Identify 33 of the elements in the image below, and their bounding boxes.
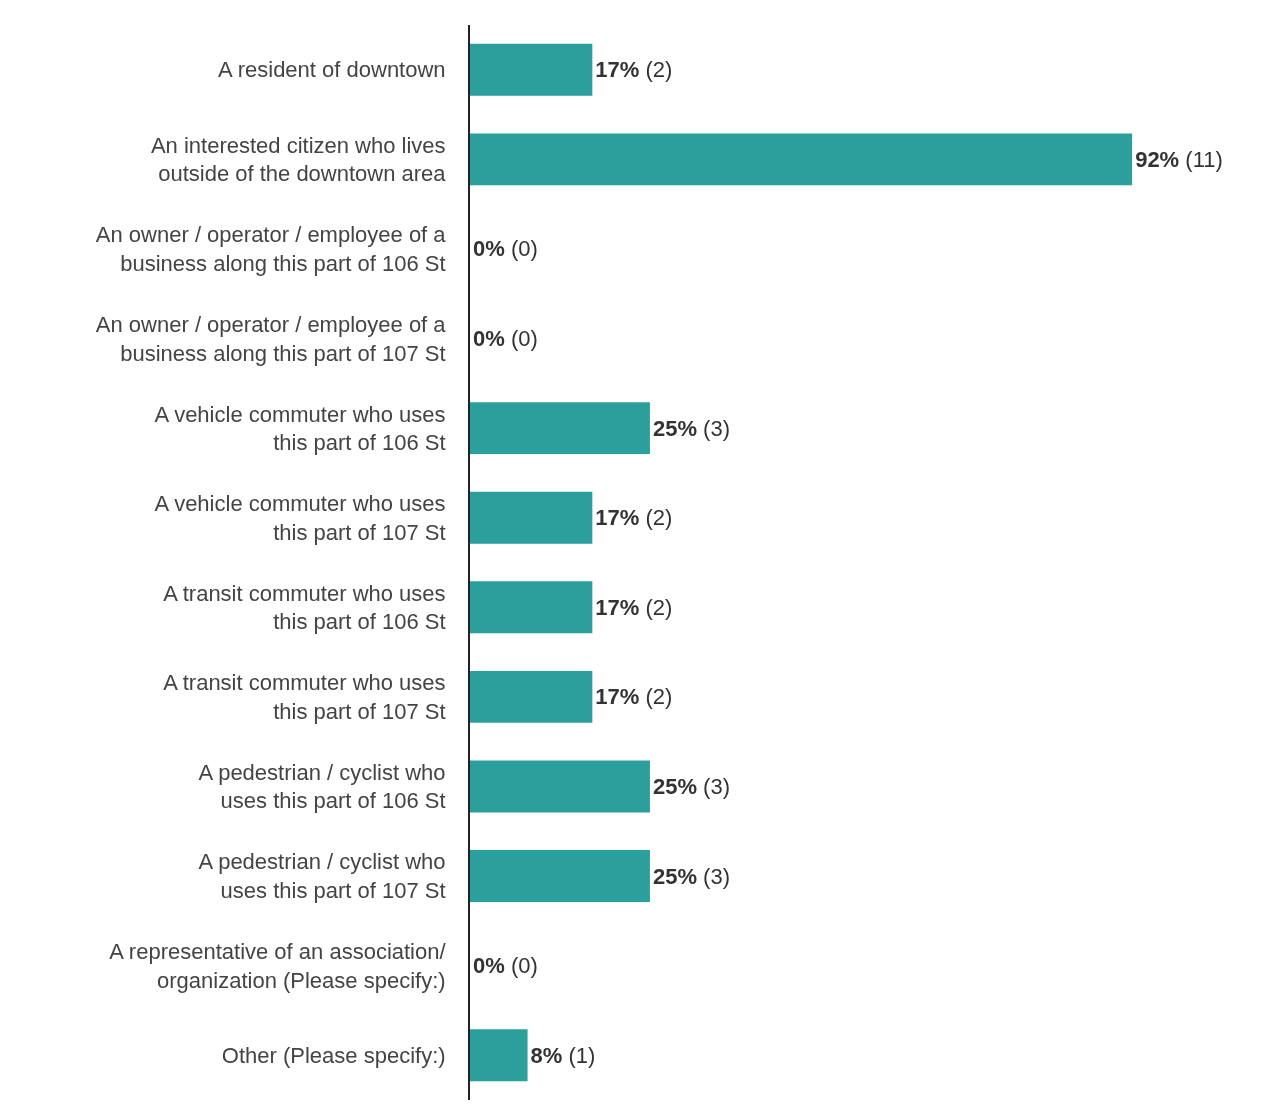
bar	[470, 581, 593, 634]
bar	[470, 491, 593, 544]
data-label: 17% (2)	[595, 594, 673, 620]
y-tick-label: An owner / operator / employee of a business along this part of 107 St	[95, 311, 447, 366]
y-tick-label: A resident of downtown	[218, 57, 446, 83]
bar	[470, 402, 650, 455]
y-tick-label: An owner / operator / employee of a business along this part of 106 St	[95, 222, 447, 276]
y-tick-label: Other (Please specify:)	[221, 1042, 446, 1068]
data-label: 17% (2)	[595, 57, 673, 83]
y-tick-label: An interested citizen who lives outside of the downtown area	[150, 132, 447, 187]
data-label: 25% (3)	[652, 415, 730, 441]
data-label: 25% (3)	[652, 863, 730, 889]
data-label: 0% (0)	[473, 953, 538, 979]
y-tick-label: A pedestrian / cyclist who uses this part of 106 St	[198, 759, 446, 814]
bar	[470, 43, 593, 96]
y-tick-label: A transit commuter who uses this part of 106 St	[163, 580, 446, 635]
data-label: 25% (3)	[652, 773, 730, 799]
data-label: 17% (2)	[595, 684, 673, 710]
y-tick-label: A representative of an association/ organization (Please specify:)	[109, 939, 447, 993]
bar	[470, 670, 593, 723]
bar	[470, 1029, 528, 1082]
y-tick-label: A vehicle commuter who uses this part of 106 St	[154, 401, 446, 456]
bar	[470, 133, 1133, 186]
bar	[470, 760, 650, 813]
data-label: 0% (0)	[473, 236, 538, 262]
y-tick-label: A pedestrian / cyclist who uses this part of 107 St	[198, 849, 446, 904]
data-label: 8% (1)	[530, 1042, 596, 1068]
data-label: 0% (0)	[473, 326, 538, 352]
data-label: 92% (11)	[1135, 146, 1223, 172]
y-tick-label: A transit commuter who uses this part of 107 St	[163, 670, 446, 724]
data-label: 17% (2)	[595, 505, 673, 531]
y-tick-label: A vehicle commuter who uses this part of 107 St	[154, 491, 446, 545]
bar	[470, 850, 650, 903]
